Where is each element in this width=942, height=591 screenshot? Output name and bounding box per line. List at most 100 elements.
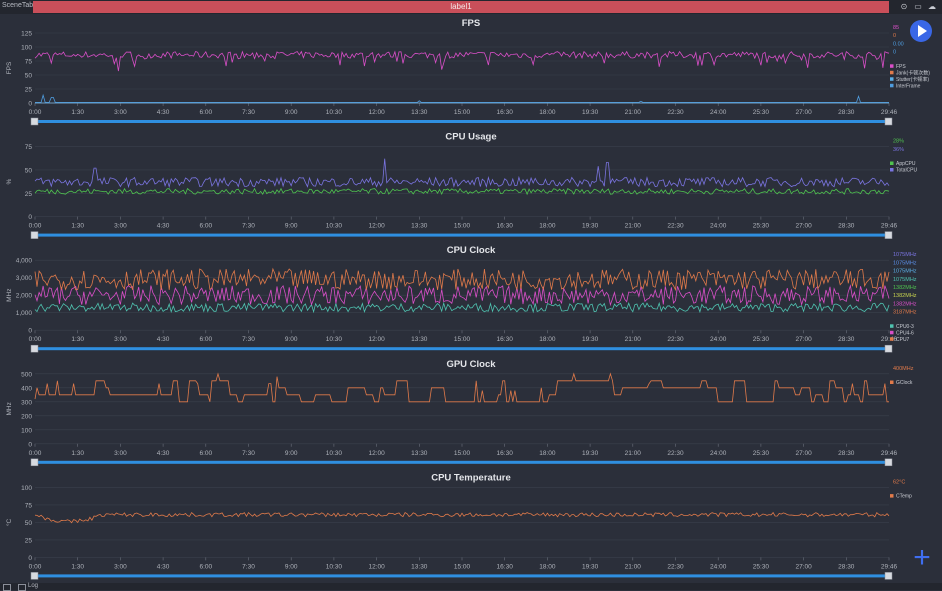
- x-tick-label: 25:30: [753, 223, 770, 230]
- x-tick-label: 28:30: [838, 223, 855, 230]
- y-tick-label: 0: [28, 328, 32, 335]
- legend-swatch: [890, 70, 894, 75]
- y-axis-label: FPS: [6, 61, 13, 74]
- series-line: [34, 284, 890, 307]
- log-label: Log: [28, 583, 39, 589]
- x-tick-label: 9:00: [285, 223, 298, 230]
- x-tick-label: 0:00: [29, 109, 42, 116]
- y-tick-label: 100: [21, 427, 32, 434]
- x-tick-label: 18:00: [539, 109, 556, 116]
- location-icon[interactable]: ⊙: [900, 2, 908, 11]
- x-tick-label: 21:00: [625, 109, 642, 116]
- x-tick-label: 4:30: [157, 450, 170, 457]
- y-tick-label: 75: [25, 144, 33, 151]
- x-tick-label: 13:30: [411, 336, 428, 343]
- legend-value: 1075MHz: [893, 260, 917, 266]
- y-tick-label: 0: [28, 441, 32, 448]
- y-axis-label: MHz: [6, 402, 13, 415]
- legend-swatch: [890, 330, 894, 335]
- y-axis-label: MHz: [6, 289, 13, 302]
- y-tick-label: 300: [21, 399, 32, 406]
- x-tick-label: 16:30: [497, 109, 514, 116]
- chart-panel: CPU Temperature °C 0 25 50 75 100 0:00 1:30 3:00 4…: [5, 472, 912, 580]
- legend-swatch: [890, 83, 894, 88]
- chart-title: CPU Temperature: [431, 472, 511, 483]
- x-tick-label: 1:30: [71, 450, 84, 457]
- slider-start-handle: [30, 344, 39, 353]
- range-slider: [35, 347, 889, 351]
- x-tick-label: 25:30: [753, 336, 770, 343]
- y-tick-label: 100: [21, 485, 32, 492]
- x-tick-label: 18:00: [539, 336, 556, 343]
- legend-swatch: [890, 161, 894, 165]
- x-tick-label: 12:00: [368, 563, 385, 570]
- legend-label: CPU0-3: [896, 324, 914, 330]
- legend-label: CTemp: [896, 494, 912, 500]
- series-line: [34, 372, 889, 403]
- x-tick-label: 0:00: [29, 563, 42, 570]
- legend-swatch: [890, 337, 894, 341]
- x-tick-label: 25:30: [753, 109, 770, 116]
- y-tick-label: 2,000: [16, 293, 33, 300]
- x-tick-label: 13:30: [411, 223, 428, 230]
- legend-swatch: [890, 324, 894, 328]
- x-tick-label: 22:30: [667, 450, 684, 457]
- series-line: [35, 93, 889, 103]
- play-button[interactable]: [910, 20, 932, 42]
- x-tick-label: 27:00: [795, 450, 812, 457]
- y-axis-label: °C: [5, 518, 13, 526]
- x-tick-label: 16:30: [497, 450, 514, 457]
- y-tick-label: 125: [21, 31, 32, 38]
- legend-label: GClock: [896, 380, 913, 386]
- x-tick-label: 7:30: [242, 563, 255, 570]
- x-tick-label: 24:00: [710, 336, 727, 343]
- series-line: [34, 511, 890, 524]
- x-tick-label: 7:30: [242, 450, 255, 457]
- legend-value: 1382MHz: [893, 293, 917, 299]
- x-tick-label: 24:00: [710, 450, 727, 457]
- x-tick-label: 16:30: [497, 336, 514, 343]
- x-tick-label: 3:00: [114, 336, 127, 343]
- y-tick-label: 200: [21, 413, 32, 420]
- x-tick-label: 24:00: [710, 563, 727, 570]
- x-tick-label: 21:00: [625, 450, 642, 457]
- x-tick-label: 13:30: [411, 109, 428, 116]
- x-tick-label: 9:00: [285, 336, 298, 343]
- x-tick-label: 3:00: [114, 109, 127, 116]
- x-tick-label: 13:30: [411, 563, 428, 570]
- cloud-icon[interactable]: ☁: [928, 2, 936, 11]
- range-slider: [35, 460, 889, 464]
- x-tick-label: 18:00: [539, 450, 556, 457]
- legend-swatch: [890, 77, 894, 81]
- x-tick-label: 22:30: [667, 336, 684, 343]
- add-button[interactable]: +: [913, 541, 931, 574]
- y-tick-label: 25: [25, 191, 33, 198]
- x-tick-label: 3:00: [114, 563, 127, 570]
- legend-label: FPS: [896, 64, 906, 70]
- y-tick-label: 0: [28, 214, 32, 221]
- legend-label: CPU4-6: [896, 330, 914, 336]
- x-tick-label: 12:00: [368, 223, 385, 230]
- legend-value: 62°C: [893, 479, 905, 485]
- x-tick-label: 18:00: [539, 223, 556, 230]
- legend-label: Jank(卡顿次数): [896, 69, 930, 76]
- folder-icon[interactable]: ▭: [914, 2, 922, 11]
- x-tick-label: 29:46: [881, 223, 898, 230]
- x-tick-label: 15:00: [454, 563, 471, 570]
- y-tick-label: 25: [25, 87, 33, 94]
- x-tick-label: 0:00: [29, 223, 42, 230]
- label-bar: label1: [33, 1, 889, 13]
- x-tick-label: 24:00: [710, 223, 727, 230]
- x-tick-label: 4:30: [157, 223, 170, 230]
- legend-label: Stutter(卡顿率): [896, 76, 929, 83]
- x-tick-label: 1:30: [71, 563, 84, 570]
- x-tick-label: 19:30: [582, 109, 599, 116]
- y-tick-label: 50: [25, 73, 33, 80]
- scene-tab[interactable]: SceneTab: [2, 2, 34, 9]
- legend-label: TotalCPU: [896, 168, 918, 174]
- x-tick-label: 21:00: [625, 336, 642, 343]
- range-slider: [35, 233, 889, 237]
- chart-panel: FPS FPS 0 25 50 75 100 125 0:00 1:30 3:00 4:30 6:00 7…: [6, 18, 930, 126]
- x-tick-label: 24:00: [710, 109, 727, 116]
- x-tick-label: 3:00: [114, 450, 127, 457]
